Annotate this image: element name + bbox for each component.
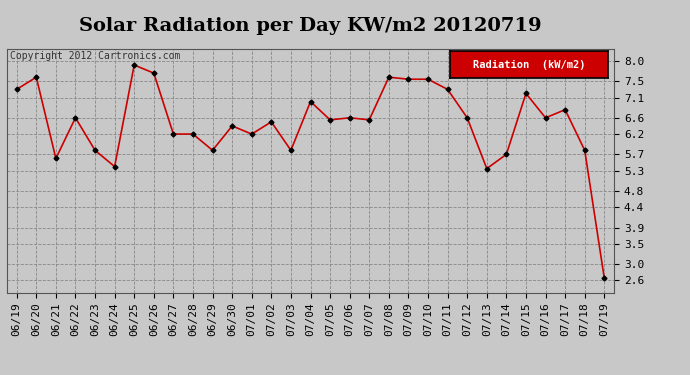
Text: Solar Radiation per Day KW/m2 20120719: Solar Radiation per Day KW/m2 20120719 <box>79 17 542 35</box>
Text: Copyright 2012 Cartronics.com: Copyright 2012 Cartronics.com <box>10 51 180 61</box>
